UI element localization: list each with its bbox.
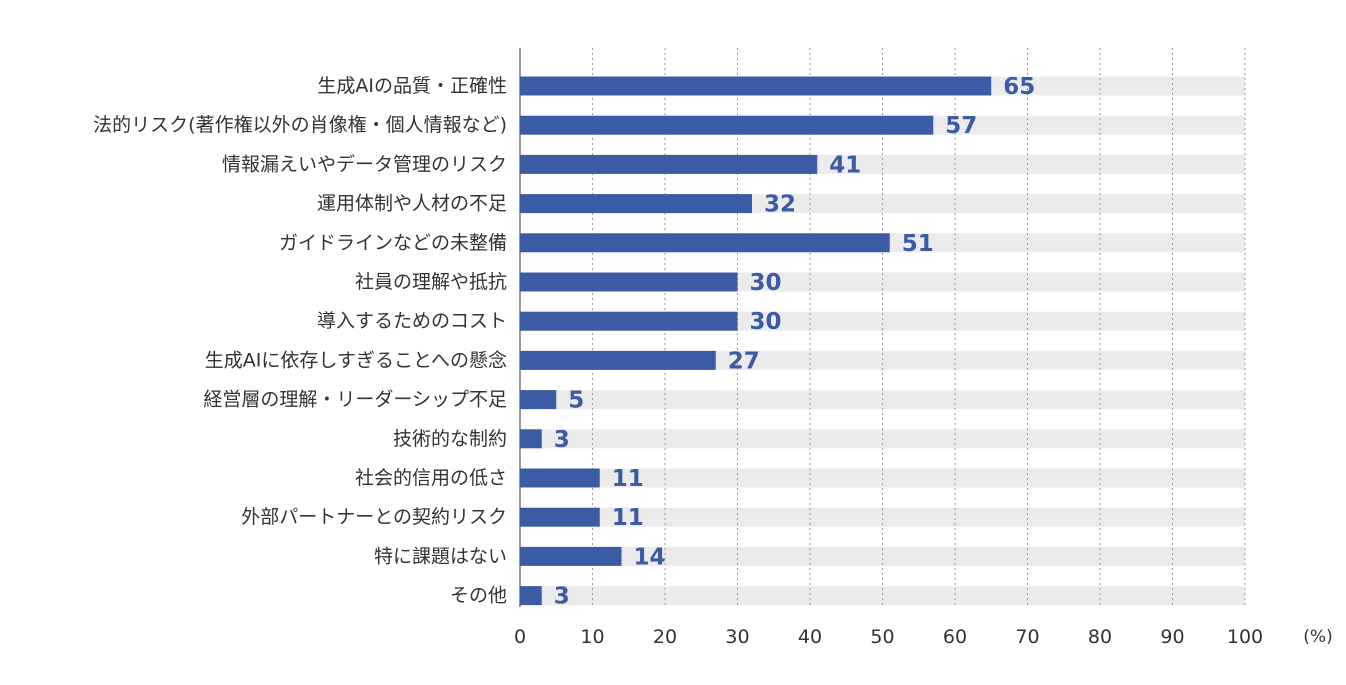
- bar: [520, 233, 890, 253]
- category-label: 導入するためのコスト: [317, 310, 507, 332]
- category-label: 技術的な制約: [393, 428, 507, 450]
- bar: [520, 76, 992, 96]
- x-tick-label: 60: [943, 626, 967, 648]
- bar: [520, 272, 738, 292]
- value-label: 30: [750, 270, 782, 296]
- x-tick-label: 90: [1160, 626, 1184, 648]
- category-label: 情報漏えいやデータ管理のリスク: [222, 153, 507, 175]
- value-label: 32: [764, 192, 796, 218]
- x-tick-label: 10: [580, 626, 604, 648]
- category-label: 法的リスク(著作権以外の肖像権・個人情報など): [93, 114, 507, 136]
- category-label: 特に課題はない: [374, 545, 507, 567]
- x-tick-label: 80: [1088, 626, 1112, 648]
- value-label: 57: [945, 113, 977, 139]
- category-label: 経営層の理解・リーダーシップ不足: [203, 389, 507, 411]
- bars: [520, 76, 992, 606]
- x-tick-label: 50: [870, 626, 894, 648]
- category-label: 外部パートナーとの契約リスク: [241, 506, 507, 528]
- value-label: 3: [554, 584, 570, 610]
- category-label: ガイドラインなどの未整備: [279, 232, 507, 254]
- category-label: 生成AIに依存しすぎることへの懸念: [205, 348, 507, 371]
- category-label: 運用体制や人材の不足: [317, 193, 507, 215]
- x-tick-label: 100: [1227, 626, 1263, 648]
- value-label: 41: [829, 152, 861, 178]
- bar: [520, 311, 738, 331]
- bar: [520, 194, 752, 214]
- bar: [520, 429, 542, 449]
- value-label: 27: [728, 348, 760, 374]
- category-label: 社会的信用の低さ: [355, 467, 507, 489]
- bar: [520, 154, 818, 174]
- bar: [520, 586, 542, 606]
- category-label: その他: [450, 585, 507, 607]
- x-tick-label: 20: [653, 626, 677, 648]
- bar: [520, 350, 716, 370]
- value-labels: 65 57 41 32 51 30 30 27 5 3 11 11 14 3: [554, 74, 1036, 610]
- value-label: 14: [634, 544, 666, 570]
- x-tick-label: 70: [1015, 626, 1039, 648]
- value-label: 30: [750, 309, 782, 335]
- bar-track: [520, 507, 1245, 527]
- bar: [520, 390, 557, 410]
- value-label: 51: [902, 231, 934, 257]
- bar: [520, 468, 600, 488]
- value-label: 11: [612, 505, 644, 531]
- bar: [520, 115, 934, 135]
- category-label: 社員の理解や抵抗: [355, 271, 507, 293]
- bar: [520, 546, 622, 566]
- x-axis-unit-label: (%): [1303, 627, 1332, 647]
- category-label: 生成AIの品質・正確性: [317, 75, 507, 97]
- x-tick-label: 0: [514, 626, 526, 648]
- bar-track: [520, 546, 1245, 566]
- x-axis-ticks: 0 10 20 30 40 50 60 70 80 90 100: [514, 626, 1263, 648]
- x-tick-label: 40: [798, 626, 822, 648]
- value-label: 11: [612, 466, 644, 492]
- value-label: 65: [1003, 74, 1035, 100]
- bar-track: [520, 586, 1245, 606]
- x-tick-label: 30: [725, 626, 749, 648]
- bar: [520, 507, 600, 527]
- value-label: 5: [568, 388, 584, 414]
- value-label: 3: [554, 427, 570, 453]
